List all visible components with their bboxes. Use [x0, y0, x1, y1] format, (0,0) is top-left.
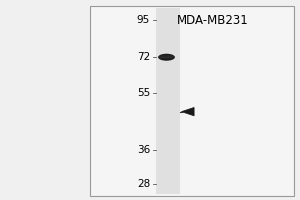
Text: 55: 55	[137, 88, 150, 98]
Text: 95: 95	[137, 15, 150, 25]
Text: 36: 36	[137, 145, 150, 155]
Bar	[90, 6, 294, 196]
Ellipse shape	[158, 57, 175, 59]
Polygon shape	[182, 107, 194, 116]
Bar	[156, 8, 180, 194]
Text: MDA-MB231: MDA-MB231	[177, 14, 249, 27]
Ellipse shape	[158, 55, 175, 58]
Text: 72: 72	[137, 52, 150, 62]
Text: 28: 28	[137, 179, 150, 189]
Ellipse shape	[158, 54, 175, 61]
